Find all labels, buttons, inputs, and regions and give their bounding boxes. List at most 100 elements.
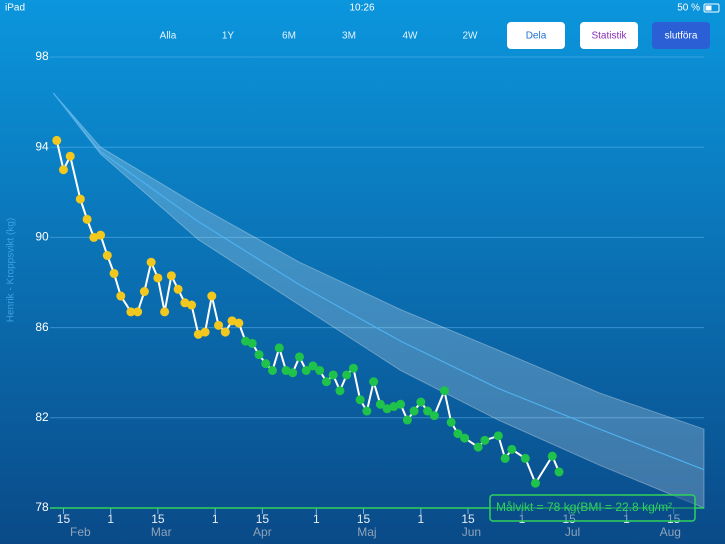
weight-point <box>301 365 311 375</box>
weight-point <box>52 135 62 145</box>
weight-point <box>416 397 426 407</box>
goal-label: Målvikt = 78 kg(BMI = 22.8 kg/m² <box>496 500 672 514</box>
range-button-label: 3M <box>342 31 356 42</box>
weight-point <box>220 327 230 337</box>
month-label: Jun <box>462 525 481 539</box>
weight-point <box>500 453 510 463</box>
weight-point <box>153 273 163 283</box>
weight-point <box>439 386 449 396</box>
x-tick-label: 15 <box>151 512 165 526</box>
status-battery: 50 % <box>677 3 700 14</box>
range-button-label: 1Y <box>222 31 235 42</box>
weight-point <box>308 361 318 371</box>
x-tick-label: 1 <box>623 512 630 526</box>
action-button[interactable]: slutföra <box>652 22 710 49</box>
x-tick-label: 15 <box>667 512 681 526</box>
month-label: Jul <box>565 525 580 539</box>
battery-icon <box>703 3 720 13</box>
weight-point <box>493 431 503 441</box>
range-button-label: 4W <box>403 31 419 42</box>
weight-point <box>446 417 456 427</box>
range-button-label: 6M <box>282 31 296 42</box>
chart-layer: 78 82 86 90 94 98 Henrik - Kroppsvikt (kg) 15 1 1… <box>6 49 705 539</box>
action-button-bg <box>580 22 638 49</box>
y-axis-label: Henrik - Kroppsvikt (kg) <box>6 218 17 322</box>
range-button-label: Alla <box>160 31 177 42</box>
weight-point <box>82 214 92 224</box>
range-button[interactable]: 3M <box>323 24 375 48</box>
range-button[interactable]: 4W <box>384 24 436 48</box>
weight-point <box>109 268 119 278</box>
range-button[interactable]: 6M <box>263 24 315 48</box>
x-tick-label: 15 <box>357 512 371 526</box>
action-button-bg <box>507 22 565 49</box>
goal-badge-box <box>489 494 696 522</box>
weight-point <box>409 406 419 416</box>
range-button[interactable]: Alla <box>142 24 194 48</box>
goal-badge: Målvikt = 78 kg(BMI = 22.8 kg/m² <box>489 494 696 522</box>
action-button[interactable]: Dela <box>507 22 565 49</box>
weight-point <box>473 442 483 452</box>
weight-point <box>166 271 176 281</box>
x-tick-label: 1 <box>107 512 114 526</box>
weight-point <box>126 307 136 317</box>
weight-point <box>207 291 217 301</box>
y-tick-label: 90 <box>35 230 49 244</box>
projection-band <box>52 92 705 509</box>
weight-point <box>234 318 244 328</box>
weight-point <box>146 257 156 267</box>
month-label: Mar <box>151 525 172 539</box>
weight-point <box>453 429 463 439</box>
range-button[interactable]: 1Y <box>202 24 254 48</box>
weight-point <box>375 399 385 409</box>
weight-point <box>116 291 126 301</box>
weight-point <box>369 377 379 387</box>
action-button-label: slutföra <box>665 31 698 42</box>
weight-point <box>348 363 358 373</box>
weight-point <box>267 365 277 375</box>
action-button-label: Dela <box>526 31 547 42</box>
weight-point <box>102 250 112 260</box>
weight-point <box>139 287 149 297</box>
x-tick-label: 1 <box>519 512 526 526</box>
x-tick-label: 1 <box>212 512 219 526</box>
weight-point <box>65 151 75 161</box>
weight-point <box>133 307 143 317</box>
weight-point <box>460 433 470 443</box>
weight-point <box>480 435 490 445</box>
weight-point <box>342 370 352 380</box>
weight-point <box>520 453 530 463</box>
x-tick-label: 15 <box>461 512 475 526</box>
weight-point <box>321 377 331 387</box>
weight-point <box>547 451 557 461</box>
x-tick-label: 15 <box>57 512 71 526</box>
month-label: Apr <box>253 525 272 539</box>
x-tick-label: 1 <box>417 512 424 526</box>
weight-point <box>214 320 224 330</box>
x-tick-label: 15 <box>562 512 576 526</box>
range-button-label: 2W <box>463 31 479 42</box>
weight-point <box>507 444 517 454</box>
weight-point <box>335 386 345 396</box>
weight-point <box>75 194 85 204</box>
y-tick-label: 78 <box>35 500 49 514</box>
range-button[interactable]: 2W <box>444 24 496 48</box>
y-tick-label: 98 <box>35 49 49 63</box>
battery-level <box>705 5 712 11</box>
x-tick-label: 1 <box>313 512 320 526</box>
weight-point <box>315 365 325 375</box>
action-button-bg <box>652 22 710 49</box>
weight-point <box>200 327 210 337</box>
weight-point <box>288 368 298 378</box>
weight-point <box>294 352 304 362</box>
action-button[interactable]: Statistik <box>580 22 638 49</box>
month-label: Maj <box>357 525 376 539</box>
weight-point <box>402 415 412 425</box>
action-button-label: Statistik <box>591 31 627 42</box>
weight-point <box>429 411 439 421</box>
weight-point <box>396 399 406 409</box>
weight-point <box>274 343 284 353</box>
y-tick-label: 82 <box>35 410 49 424</box>
